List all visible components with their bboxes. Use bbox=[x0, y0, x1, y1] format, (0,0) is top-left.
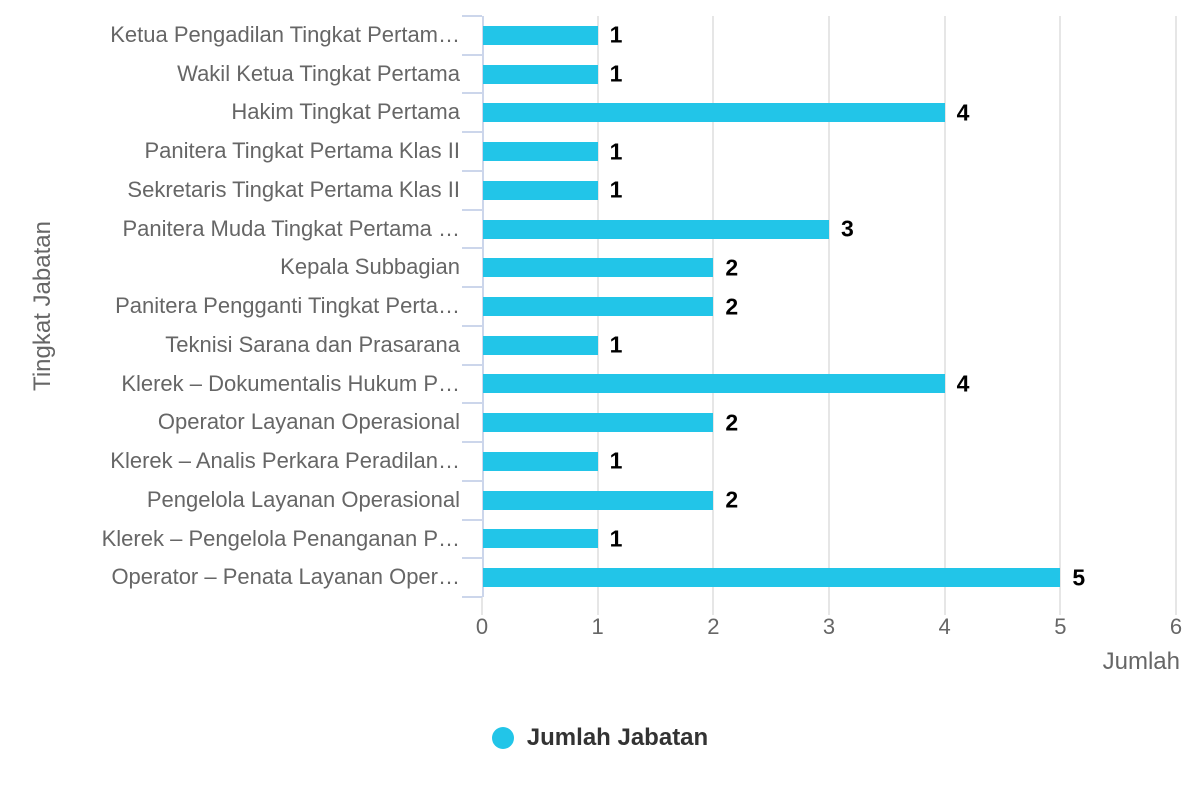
bar[interactable] bbox=[483, 335, 598, 355]
y-axis-label: Panitera Muda Tingkat Pertama … bbox=[122, 215, 461, 241]
gridline bbox=[712, 16, 715, 597]
bar[interactable] bbox=[483, 413, 714, 433]
y-axis-tick bbox=[462, 247, 482, 250]
y-axis-label: Operator – Penata Layanan Oper… bbox=[111, 564, 460, 590]
x-axis-label: 3 bbox=[822, 614, 836, 639]
data-label: 1 bbox=[609, 138, 623, 165]
y-axis-tick bbox=[462, 324, 482, 327]
data-label: 1 bbox=[609, 60, 623, 87]
data-label: 2 bbox=[725, 486, 739, 513]
bar[interactable] bbox=[483, 103, 945, 123]
y-axis-tick bbox=[462, 479, 482, 482]
y-axis-tick bbox=[462, 557, 482, 560]
y-axis-label: Sekretaris Tingkat Pertama Klas II bbox=[127, 176, 460, 202]
bar[interactable] bbox=[483, 451, 598, 471]
legend-label[interactable]: Jumlah Jabatan bbox=[526, 724, 709, 751]
y-axis-label: Teknisi Sarana dan Prasarana bbox=[165, 331, 460, 357]
y-axis-label: Operator Layanan Operasional bbox=[157, 409, 460, 435]
x-axis-label: 0 bbox=[475, 614, 489, 639]
y-axis-tick bbox=[462, 15, 482, 17]
x-axis-tick bbox=[1059, 597, 1062, 615]
bar[interactable] bbox=[483, 180, 598, 200]
x-axis-tick bbox=[1175, 597, 1177, 615]
bar[interactable] bbox=[483, 219, 829, 239]
bar[interactable] bbox=[483, 142, 598, 162]
legend[interactable]: Jumlah Jabatan bbox=[0, 720, 1200, 756]
bar[interactable] bbox=[483, 25, 598, 45]
y-axis-label: Kepala Subbagian bbox=[280, 254, 460, 280]
y-axis-tick bbox=[462, 518, 482, 521]
data-label: 1 bbox=[609, 447, 623, 474]
y-axis-tick bbox=[462, 402, 482, 405]
data-label: 2 bbox=[725, 293, 739, 319]
x-axis-title: Jumlah bbox=[1102, 648, 1180, 675]
legend-marker-icon[interactable] bbox=[491, 727, 514, 749]
y-axis-tick bbox=[462, 92, 482, 95]
y-axis-tick bbox=[462, 131, 482, 134]
y-axis-label: Wakil Ketua Tingkat Pertama bbox=[177, 60, 460, 86]
bar[interactable] bbox=[483, 490, 714, 510]
bar[interactable] bbox=[483, 568, 1061, 588]
x-axis-label: 4 bbox=[938, 614, 951, 639]
data-label: 4 bbox=[956, 99, 970, 126]
bar[interactable] bbox=[483, 374, 945, 394]
x-axis-label: 1 bbox=[591, 614, 604, 639]
y-axis-label: Klerek – Analis Perkara Peradilan… bbox=[110, 448, 460, 474]
y-axis-tick bbox=[462, 53, 482, 56]
gridline bbox=[1059, 16, 1062, 597]
x-axis-tick bbox=[712, 597, 715, 615]
x-axis-tick bbox=[596, 597, 599, 615]
x-axis-label: 5 bbox=[1054, 614, 1067, 639]
x-axis-tick bbox=[828, 597, 830, 615]
data-label: 2 bbox=[725, 254, 739, 281]
x-axis-tick bbox=[481, 597, 483, 615]
y-axis-tick bbox=[462, 596, 482, 598]
data-label: 1 bbox=[609, 331, 623, 358]
data-label: 3 bbox=[841, 215, 854, 242]
y-axis-tick bbox=[462, 208, 482, 211]
data-label: 1 bbox=[609, 176, 623, 203]
gridline bbox=[1175, 16, 1177, 597]
y-axis-label: Klerek – Pengelola Penanganan P… bbox=[101, 525, 460, 551]
bar[interactable] bbox=[483, 529, 598, 549]
data-label: 2 bbox=[725, 409, 739, 436]
y-axis-tick bbox=[462, 169, 482, 172]
y-axis-tick bbox=[462, 363, 482, 366]
data-label: 4 bbox=[956, 370, 970, 397]
y-axis-label: Panitera Pengganti Tingkat Perta… bbox=[115, 293, 460, 319]
data-label: 5 bbox=[1072, 564, 1086, 591]
y-axis-label: Pengelola Layanan Operasional bbox=[146, 486, 460, 512]
x-axis-label: 6 bbox=[1169, 614, 1183, 639]
y-axis-label: Panitera Tingkat Pertama Klas II bbox=[144, 138, 461, 164]
data-label: 1 bbox=[609, 21, 623, 48]
x-axis-tick bbox=[943, 597, 946, 615]
y-axis-label: Ketua Pengadilan Tingkat Pertam… bbox=[110, 22, 460, 47]
bar[interactable] bbox=[483, 64, 598, 84]
bar[interactable] bbox=[483, 258, 714, 278]
y-axis-tick bbox=[462, 441, 482, 444]
y-axis-label: Hakim Tingkat Pertama bbox=[231, 99, 460, 125]
x-axis-label: 2 bbox=[707, 614, 720, 639]
y-axis-tick bbox=[462, 286, 482, 289]
y-axis-label: Klerek – Dokumentalis Hukum P… bbox=[121, 370, 460, 396]
bar[interactable] bbox=[483, 297, 714, 316]
gridline bbox=[828, 16, 830, 597]
data-label: 1 bbox=[609, 525, 623, 552]
gridline bbox=[943, 16, 946, 597]
